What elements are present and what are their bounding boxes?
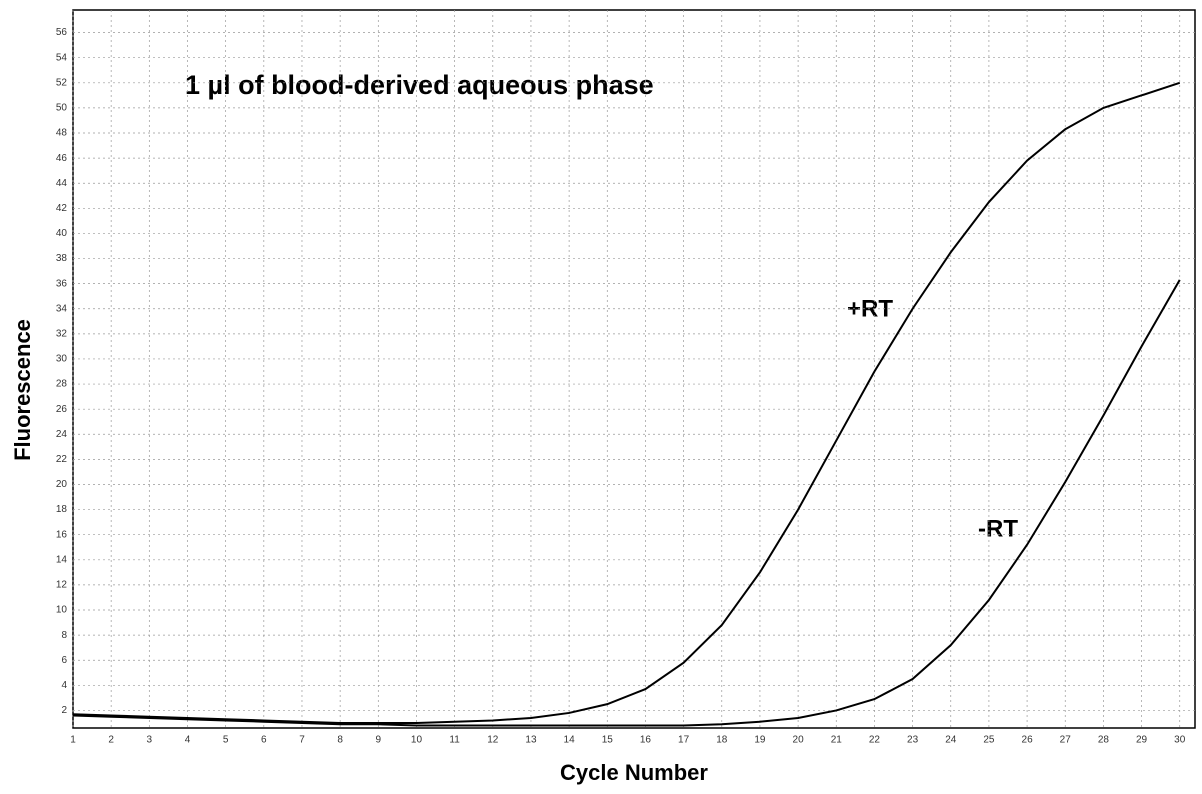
x-tick-label: 15 (602, 735, 614, 746)
y-tick-label: 26 (56, 404, 68, 415)
x-tick-label: 16 (640, 735, 652, 746)
y-tick-label: 30 (56, 354, 68, 365)
x-tick-label: 6 (261, 735, 267, 746)
y-tick-label: 4 (61, 680, 67, 691)
y-tick-label: 44 (56, 178, 68, 189)
y-tick-label: 6 (61, 655, 67, 666)
x-tick-label: 7 (299, 735, 305, 746)
x-tick-label: 22 (869, 735, 881, 746)
y-tick-label: 42 (56, 203, 68, 214)
x-tick-label: 11 (449, 735, 460, 746)
y-tick-label: 38 (56, 253, 68, 264)
x-tick-label: 9 (376, 735, 382, 746)
x-tick-label: 26 (1022, 735, 1034, 746)
x-tick-label: 21 (831, 735, 843, 746)
y-tick-label: 56 (56, 27, 68, 38)
x-tick-label: 1 (70, 735, 76, 746)
x-tick-label: 23 (907, 735, 919, 746)
x-tick-label: 28 (1098, 735, 1110, 746)
y-tick-label: 28 (56, 379, 68, 390)
y-tick-label: 52 (56, 77, 68, 88)
y-tick-label: 12 (56, 580, 68, 591)
x-tick-label: 20 (793, 735, 805, 746)
y-tick-label: 2 (61, 705, 67, 716)
y-tick-label: 54 (56, 52, 68, 63)
y-tick-label: 36 (56, 278, 68, 289)
x-tick-label: 13 (525, 735, 537, 746)
data-line (72, 279, 1181, 727)
y-tick-label: 24 (56, 429, 68, 440)
y-tick-label: 20 (56, 479, 68, 490)
x-tick-label: 3 (147, 735, 153, 746)
x-tick-label: 8 (337, 735, 343, 746)
x-tick-label: 2 (108, 735, 114, 746)
y-tick-label: 22 (56, 454, 68, 465)
series-label: -RT (978, 515, 1018, 542)
x-tick-label: 4 (185, 735, 191, 746)
y-axis-label: Fluorescence (10, 319, 35, 461)
y-tick-label: 16 (56, 529, 68, 540)
x-axis-label: Cycle Number (560, 760, 708, 785)
y-tick-label: 32 (56, 328, 68, 339)
x-tick-label: 18 (716, 735, 728, 746)
x-tick-label: 19 (754, 735, 766, 746)
y-tick-label: 10 (56, 605, 68, 616)
y-tick-label: 34 (56, 303, 68, 314)
x-tick-label: 14 (564, 735, 576, 746)
y-tick-label: 8 (61, 630, 67, 641)
data-line (72, 81, 1181, 724)
x-tick-label: 17 (678, 735, 690, 746)
x-tick-label: 29 (1136, 735, 1148, 746)
y-tick-label: 40 (56, 228, 68, 239)
x-tick-label: 24 (945, 735, 957, 746)
plot-frame (72, 9, 1196, 729)
x-tick-label: 30 (1174, 735, 1186, 746)
x-tick-label: 5 (223, 735, 229, 746)
x-tick-label: 10 (411, 735, 423, 746)
x-tick-label: 27 (1060, 735, 1072, 746)
x-tick-label: 12 (487, 735, 499, 746)
y-tick-label: 18 (56, 504, 68, 515)
chart-title: 1 µl of blood-derived aqueous phase (185, 70, 654, 100)
x-tick-label: 25 (983, 735, 995, 746)
y-tick-label: 50 (56, 103, 68, 114)
y-tick-label: 48 (56, 128, 68, 139)
y-tick-label: 46 (56, 153, 68, 164)
y-tick-label: 14 (56, 554, 68, 565)
